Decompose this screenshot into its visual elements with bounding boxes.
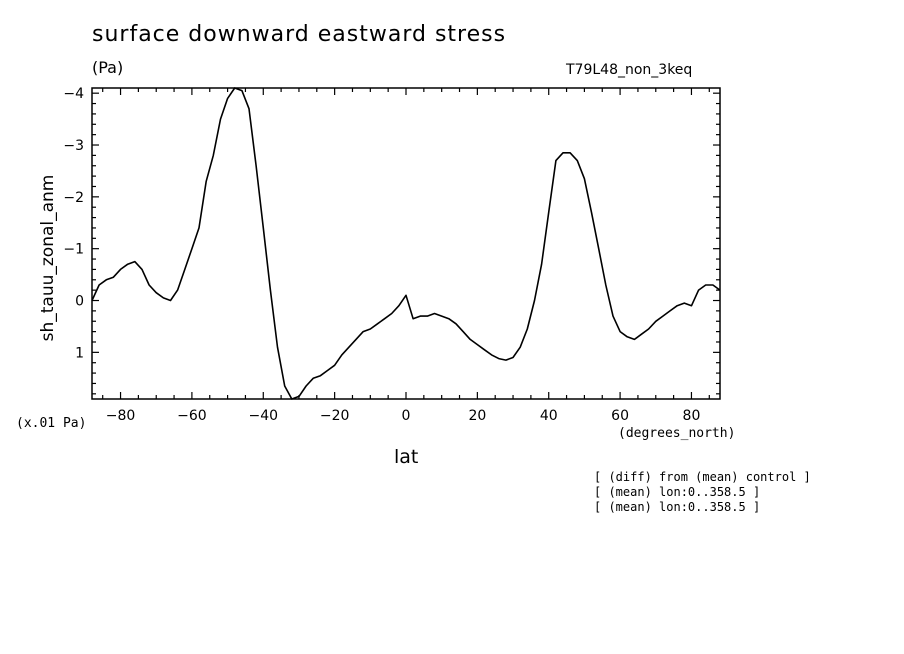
run-label: T79L48_non_3keq (566, 62, 693, 78)
x-tick-label: −60 (177, 408, 207, 424)
chart-title: surface downward eastward stress (92, 22, 507, 47)
x-tick-label: 80 (683, 408, 701, 424)
axis-ticks (92, 88, 720, 399)
annotation-notes: [ (diff) from (mean) control ] [ (mean) … (594, 470, 811, 515)
plot-frame (91, 87, 721, 400)
x-tick-label: −80 (106, 408, 136, 424)
series-line (91, 87, 721, 400)
y-tick-label: −2 (63, 190, 84, 206)
chart-units: (Pa) (92, 58, 124, 77)
x-tick-label: −20 (320, 408, 350, 424)
note-line: [ (mean) lon:0..358.5 ] (594, 485, 761, 499)
note-line: [ (diff) from (mean) control ] (594, 470, 811, 484)
y-tick-label: −3 (63, 138, 84, 154)
y-tick-label: −1 (63, 242, 84, 258)
x-tick-label: 40 (540, 408, 558, 424)
axis-tick-labels: −80 −60 −40 −20 0 20 40 60 80 −4 −3 −2 −1 0 1 (63, 86, 700, 424)
y-tick-label: 1 (75, 345, 84, 361)
note-line: [ (mean) lon:0..358.5 ] (594, 500, 761, 514)
x-tick-label: 20 (468, 408, 486, 424)
y-tick-label: 0 (75, 294, 84, 310)
x-tick-label: 0 (402, 408, 411, 424)
x-tick-label: −40 (248, 408, 278, 424)
y-tick-label: −4 (63, 86, 84, 102)
x-axis-units: (degrees_north) (618, 426, 736, 441)
x-tick-label: 60 (611, 408, 629, 424)
x-axis-label: lat (394, 446, 419, 468)
scale-note: (x.01 Pa) (16, 416, 87, 431)
